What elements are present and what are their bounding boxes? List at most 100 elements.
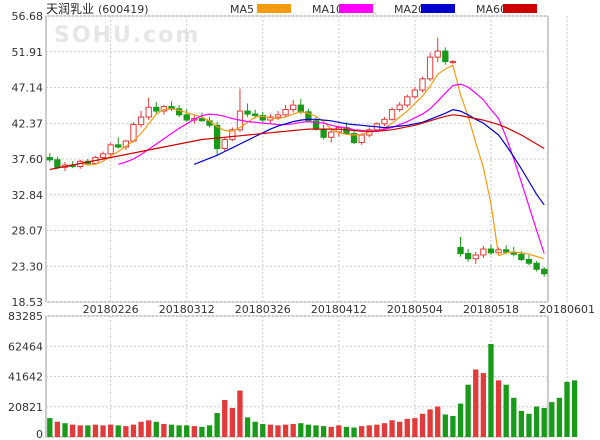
volume-bar xyxy=(107,424,114,437)
volume-bar xyxy=(313,425,319,437)
candle-body xyxy=(518,253,525,260)
date-axis-labels: 20180226 20180312 20180326 20180412 20180504… xyxy=(83,303,595,316)
legend-label-ma20: MA20 xyxy=(394,3,425,16)
legend-swatch-ma10 xyxy=(339,4,373,13)
volume-bar xyxy=(427,409,433,437)
legend-label-ma5: MA5 xyxy=(230,3,254,16)
volume-bar xyxy=(130,424,137,437)
volume-bar xyxy=(123,426,129,437)
candle-body xyxy=(472,254,479,260)
volume-bar xyxy=(549,402,555,437)
volume-bar xyxy=(480,373,487,437)
volume-bar xyxy=(298,423,304,437)
stock-code: (600419) xyxy=(98,3,149,16)
candle-body xyxy=(305,111,312,122)
price-tick-label: 28.07 xyxy=(12,225,44,238)
volume-tick-label: 0 xyxy=(36,428,43,440)
candle-body xyxy=(282,109,289,116)
gridlines xyxy=(45,15,568,438)
volume-bar xyxy=(374,424,380,437)
moving-average-lines xyxy=(49,64,545,260)
volume-bar xyxy=(366,425,372,437)
volume-bar xyxy=(267,424,274,437)
volume-bar xyxy=(381,423,388,437)
volume-bar xyxy=(100,425,106,437)
volume-bar xyxy=(412,418,418,437)
candle-body xyxy=(503,249,510,253)
volume-tick-label: 83285 xyxy=(8,310,43,323)
candle-body xyxy=(259,115,266,121)
volume-bar xyxy=(138,421,144,437)
price-tick-label: 42.37 xyxy=(12,117,44,130)
chart-header: 天润乳业 (600419) MA5 MA10 MA20 MA60 xyxy=(46,2,537,16)
candle-body xyxy=(381,118,388,125)
price-tick-label: 56.68 xyxy=(12,10,44,23)
volume-bar xyxy=(191,426,197,437)
volume-bar xyxy=(450,415,456,437)
volume-bar xyxy=(320,426,327,437)
candle-body xyxy=(183,114,190,121)
volume-bar xyxy=(85,425,91,437)
date-tick-label: 20180504 xyxy=(387,303,443,316)
volume-bar xyxy=(404,418,410,437)
volume-bar xyxy=(176,425,182,437)
volume-bar xyxy=(77,425,83,437)
candle-body xyxy=(54,159,61,168)
date-tick-label: 20180412 xyxy=(311,303,367,316)
volume-bar xyxy=(222,399,228,437)
legend-label-ma10: MA10 xyxy=(312,3,343,16)
candle-body xyxy=(396,104,403,111)
legend-swatch-ma60 xyxy=(503,4,537,13)
legend: MA5 MA10 MA20 MA60 xyxy=(230,3,537,16)
ma-line-ma5 xyxy=(80,64,545,260)
volume-bar xyxy=(252,421,258,437)
candle-body xyxy=(115,144,122,148)
candle-body xyxy=(358,134,365,144)
candle-body xyxy=(297,104,304,113)
volume-bar xyxy=(473,369,479,437)
volume-bar xyxy=(336,425,342,437)
volume-bar xyxy=(92,424,99,437)
volume-bar xyxy=(488,344,494,437)
candle-body xyxy=(434,50,441,58)
volume-bar xyxy=(397,421,403,437)
price-axis-labels: 56.68 51.91 47.14 42.37 37.60 32.84 28.07 23.30… xyxy=(12,10,44,309)
candle-body xyxy=(145,106,152,118)
volume-bar xyxy=(290,423,296,437)
price-tick-label: 51.91 xyxy=(12,46,44,59)
volume-bar xyxy=(495,380,502,437)
volume-bar xyxy=(153,421,159,437)
volume-bar xyxy=(146,420,152,437)
candle-body xyxy=(320,128,327,138)
volume-bar xyxy=(564,381,570,437)
volume-bar xyxy=(328,426,334,437)
volume-bar xyxy=(503,384,509,437)
price-tick-label: 47.14 xyxy=(12,82,44,95)
candle-body xyxy=(46,157,53,161)
candle-body xyxy=(350,133,358,144)
candle-body xyxy=(533,262,540,270)
volume-axis-labels: 83285 62464 41642 20821 0 xyxy=(8,310,43,440)
date-tick-label: 20180518 xyxy=(463,303,519,316)
stock-title: 天润乳业 xyxy=(46,2,94,16)
candle-body xyxy=(153,106,160,112)
price-tick-label: 37.60 xyxy=(12,153,44,166)
volume-bar xyxy=(199,426,205,437)
legend-label-ma60: MA60 xyxy=(476,3,507,16)
volume-bar xyxy=(184,425,190,437)
candle-body xyxy=(229,129,236,141)
ma-line-ma10 xyxy=(118,83,545,254)
price-tick-label: 32.84 xyxy=(12,189,44,202)
candle-body xyxy=(99,153,107,159)
legend-swatch-ma5 xyxy=(257,4,291,13)
volume-bar xyxy=(214,413,220,437)
volume-bar xyxy=(282,424,289,437)
volume-bar xyxy=(556,397,563,437)
volume-bar xyxy=(511,397,517,437)
volume-bar xyxy=(47,418,53,437)
volume-bar xyxy=(62,423,68,437)
candle-body xyxy=(244,110,251,115)
volume-bar xyxy=(229,407,236,437)
candle-body xyxy=(290,104,297,111)
